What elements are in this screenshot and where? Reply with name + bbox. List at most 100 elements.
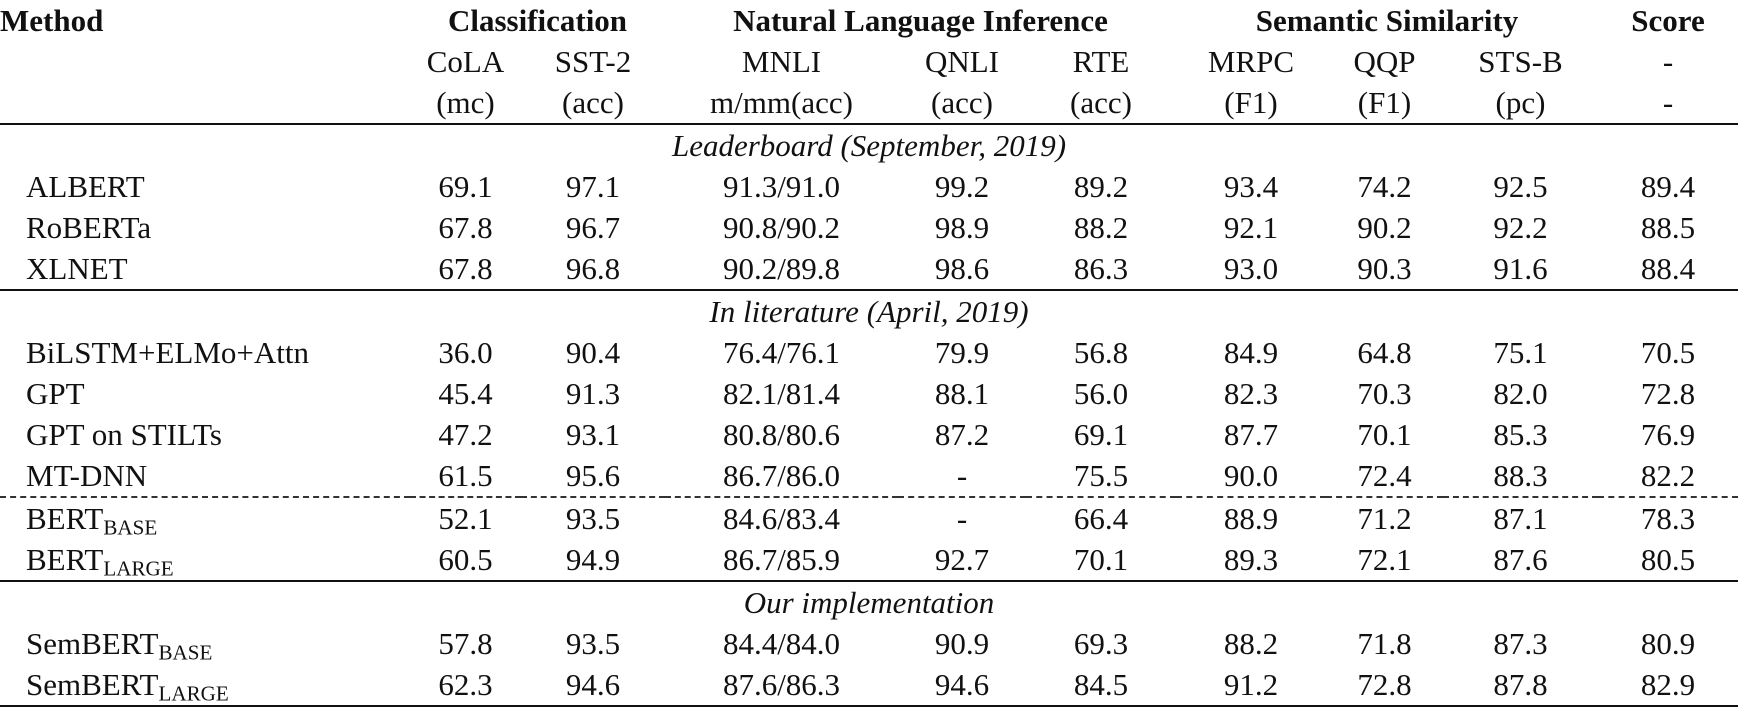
score-cell: 93.4 bbox=[1223, 169, 1279, 204]
score-cell: 90.2 bbox=[1357, 210, 1412, 245]
score-cell: 91.2 bbox=[1176, 664, 1326, 707]
score-cell: 87.8 bbox=[1443, 664, 1599, 707]
score-cell: - bbox=[956, 458, 968, 493]
score-cell: 90.9 bbox=[934, 626, 990, 661]
score-cell: 69.1 bbox=[1073, 417, 1129, 452]
method-subscript: LARGE bbox=[158, 681, 229, 706]
score-cell: 75.1 bbox=[1493, 335, 1548, 370]
score-cell: 92.1 bbox=[1223, 210, 1279, 245]
score-cell: 79.9 bbox=[934, 335, 990, 370]
score-cell: 86.7/85.9 bbox=[722, 542, 841, 577]
section-title-row: Our implementation bbox=[0, 580, 1738, 623]
column-name: QNLI bbox=[924, 44, 1000, 79]
data-row: XLNET 67.8 96.8 90.2/89.8 98.6 86.3 93.0 90.3 91… bbox=[0, 248, 1738, 290]
method-cell: GPT bbox=[0, 373, 410, 414]
score-cell: 89.2 bbox=[1073, 169, 1129, 204]
score-cell: 93.5 bbox=[565, 626, 621, 661]
score-cell: 82.9 bbox=[1598, 664, 1738, 707]
score-cell: 87.6/86.3 bbox=[665, 664, 898, 707]
score-cell: 60.5 bbox=[438, 542, 493, 577]
group-header: Classification bbox=[447, 3, 628, 38]
score-cell: 47.2 bbox=[438, 417, 493, 452]
score-cell: 84.5 bbox=[1026, 664, 1176, 707]
column-name: SST-2 bbox=[554, 44, 632, 79]
score-cell: 84.4/84.0 bbox=[722, 626, 841, 661]
empty-cell bbox=[0, 82, 410, 125]
data-row: RoBERTa 67.8 96.7 90.8/90.2 98.9 88.2 92.1 90.2… bbox=[0, 207, 1738, 248]
method-header: Method bbox=[0, 3, 104, 38]
score-cell: 36.0 bbox=[438, 335, 493, 370]
score-cell: 90.8/90.2 bbox=[722, 210, 841, 245]
score-cell: 93.0 bbox=[1223, 251, 1279, 286]
data-row: BERTLARGE 60.5 94.9 86.7/85.9 92.7 70.1 89.3 72… bbox=[0, 539, 1738, 581]
score-cell: 97.1 bbox=[565, 169, 621, 204]
column-metric: (F1) bbox=[1326, 82, 1443, 125]
score-cell: 72.1 bbox=[1357, 542, 1412, 577]
header-row: Method Classification Natural Language Inf… bbox=[0, 0, 1738, 41]
method-cell: XLNET bbox=[0, 248, 410, 290]
column-metric: (pc) bbox=[1443, 82, 1599, 125]
score-cell: 92.5 bbox=[1493, 169, 1548, 204]
method-name: SemBERT bbox=[26, 667, 159, 702]
column-name: STS-B bbox=[1478, 44, 1563, 79]
score-cell: 98.9 bbox=[934, 210, 990, 245]
score-cell: 90.2/89.8 bbox=[722, 251, 841, 286]
score-cell: 90.4 bbox=[565, 335, 621, 370]
score-cell: 88.1 bbox=[934, 376, 990, 411]
score-cell: 90.3 bbox=[1357, 251, 1412, 286]
section-title: Our implementation bbox=[0, 580, 1738, 623]
method-name: RoBERTa bbox=[26, 210, 152, 245]
method-cell: ALBERT bbox=[0, 166, 410, 207]
data-row: GPT on STILTs 47.2 93.1 80.8/80.6 87.2 69.1 87… bbox=[0, 414, 1738, 455]
data-row: SemBERTBASE 57.8 93.5 84.4/84.0 90.9 69.3 88.2… bbox=[0, 623, 1738, 664]
score-cell: 78.3 bbox=[1598, 496, 1738, 539]
column-name: QQP bbox=[1353, 44, 1416, 79]
score-cell: 87.3 bbox=[1493, 626, 1548, 661]
score-cell: 86.7/86.0 bbox=[722, 458, 841, 493]
score-cell: 85.3 bbox=[1493, 417, 1548, 452]
score-cell: 87.6 bbox=[1493, 542, 1548, 577]
data-row: BERTBASE 52.1 93.5 84.6/83.4-66.4 88.9 71.2 87… bbox=[0, 496, 1738, 539]
method-cell: BiLSTM+ELMo+Attn bbox=[0, 332, 410, 373]
score-cell: 80.9 bbox=[1640, 626, 1696, 661]
column-metric: (acc) bbox=[521, 82, 665, 125]
score-cell: 88.2 bbox=[1223, 626, 1279, 661]
group-header: Natural Language Inference bbox=[733, 3, 1108, 38]
score-cell: 87.7 bbox=[1223, 417, 1279, 452]
column-metric: (acc) bbox=[1026, 82, 1176, 125]
score-cell: 61.5 bbox=[438, 458, 493, 493]
score-cell: 84.6/83.4 bbox=[665, 496, 898, 539]
column-name: - bbox=[1662, 44, 1674, 79]
score-cell: 56.0 bbox=[1073, 376, 1129, 411]
method-cell: GPT on STILTs bbox=[0, 414, 410, 455]
method-name: GPT bbox=[26, 376, 85, 411]
score-cell: 67.8 bbox=[438, 210, 493, 245]
method-name: GPT on STILTs bbox=[26, 417, 222, 452]
data-row: ALBERT 69.1 97.1 91.3/91.0 99.2 89.2 93.4 74.2 9… bbox=[0, 166, 1738, 207]
score-cell: 87.2 bbox=[934, 417, 990, 452]
method-cell: RoBERTa bbox=[0, 207, 410, 248]
score-cell: 88.3 bbox=[1493, 458, 1548, 493]
score-cell: 82.1/81.4 bbox=[722, 376, 841, 411]
score-cell: 87.1 bbox=[1443, 496, 1599, 539]
score-cell: 70.5 bbox=[1640, 335, 1696, 370]
score-cell: 76.9 bbox=[1640, 417, 1696, 452]
method-name: MT-DNN bbox=[26, 458, 148, 493]
score-cell: 72.8 bbox=[1640, 376, 1696, 411]
score-cell: 90.0 bbox=[1223, 458, 1279, 493]
method-subscript: LARGE bbox=[103, 556, 174, 581]
score-cell: 86.3 bbox=[1073, 251, 1129, 286]
score-cell: 94.6 bbox=[898, 664, 1026, 707]
method-name: BERT bbox=[26, 542, 104, 577]
column-name: CoLA bbox=[426, 44, 505, 79]
score-cell: 91.3/91.0 bbox=[722, 169, 841, 204]
column-metric: m/mm(acc) bbox=[665, 82, 898, 125]
method-cell: BERTBASE bbox=[0, 496, 410, 539]
method-name: SemBERT bbox=[26, 626, 159, 661]
score-cell: 88.9 bbox=[1176, 496, 1326, 539]
score-cell: 71.2 bbox=[1326, 496, 1443, 539]
score-cell: 99.2 bbox=[934, 169, 990, 204]
